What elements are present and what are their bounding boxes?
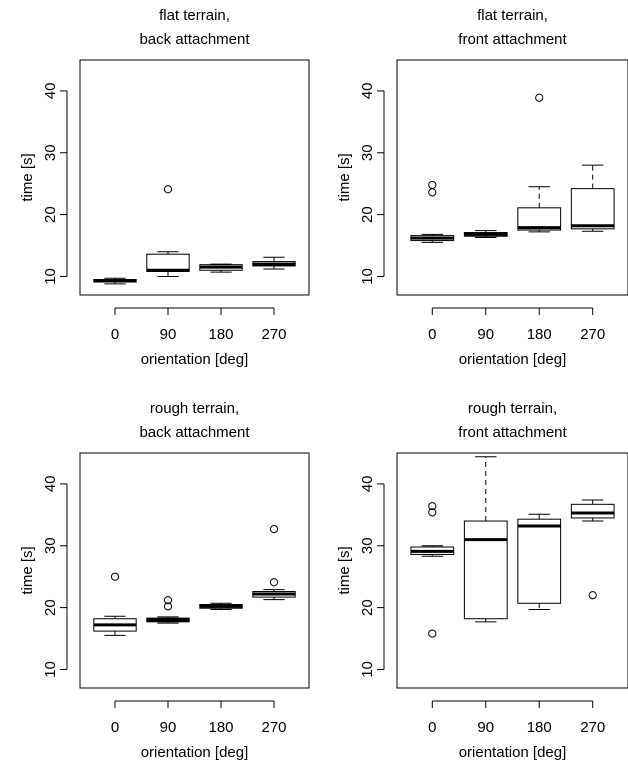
outlier-point bbox=[163, 596, 173, 605]
x-tick-label: 0 bbox=[428, 719, 436, 736]
chart-title-line-2: back attachment bbox=[139, 31, 250, 48]
chart-panel-4: rough terrain, front attachment 10 20 30 40 ti… bbox=[336, 400, 628, 761]
box-180 bbox=[199, 263, 243, 273]
y-tick-label: 30 bbox=[359, 537, 376, 554]
chart-panel-2: flat terrain, front attachment 10 20 30 40 tim… bbox=[336, 7, 628, 368]
box-90 bbox=[463, 456, 508, 623]
y-tick-label: 20 bbox=[359, 599, 376, 616]
x-axis-label: orientation [deg] bbox=[141, 744, 249, 761]
outlier-point bbox=[428, 629, 437, 638]
chart-title-line-1: flat terrain, bbox=[159, 7, 230, 24]
outlier-point bbox=[535, 93, 544, 102]
box-90 bbox=[463, 230, 508, 238]
x-tick-label: 180 bbox=[208, 719, 233, 736]
plot-frame bbox=[396, 452, 628, 689]
x-tick-label: 0 bbox=[428, 326, 436, 343]
x-tick-label: 270 bbox=[580, 326, 605, 343]
chart-title-line-2: back attachment bbox=[139, 424, 250, 441]
outlier-point bbox=[428, 180, 437, 190]
chart-panel-3: rough terrain, back attachment 10 20 30 40 tim… bbox=[19, 400, 310, 761]
plot-frame bbox=[79, 59, 310, 296]
y-tick-label: 10 bbox=[359, 268, 376, 285]
box-rect bbox=[517, 518, 562, 604]
y-tick-label: 10 bbox=[42, 268, 59, 285]
x-tick-label: 180 bbox=[527, 326, 552, 343]
x-tick-label: 90 bbox=[160, 719, 177, 736]
box-rect bbox=[570, 503, 615, 519]
outlier-point bbox=[588, 591, 597, 600]
x-axis-label: orientation [deg] bbox=[459, 351, 567, 368]
outlier-point bbox=[428, 508, 437, 517]
outlier-point bbox=[428, 188, 437, 197]
y-tick-label: 30 bbox=[359, 144, 376, 161]
y-tick-label: 20 bbox=[359, 206, 376, 223]
y-tick-label: 40 bbox=[359, 476, 376, 493]
chart-title-line-1: rough terrain, bbox=[468, 400, 557, 417]
y-tick-label: 10 bbox=[359, 661, 376, 678]
x-axis-label: orientation [deg] bbox=[141, 351, 249, 368]
outlier-point bbox=[163, 185, 173, 194]
chart-title-line-2: front attachment bbox=[458, 424, 567, 441]
box-rect bbox=[463, 520, 508, 620]
y-tick-label: 40 bbox=[42, 83, 59, 100]
y-axis-label: time [s] bbox=[336, 546, 353, 594]
box-rect bbox=[517, 207, 562, 231]
plot-frame bbox=[79, 452, 310, 689]
x-tick-label: 90 bbox=[160, 326, 177, 343]
box-270 bbox=[570, 164, 615, 232]
box-90 bbox=[146, 185, 190, 277]
y-tick-label: 10 bbox=[42, 661, 59, 678]
chart-panel-1: flat terrain, back attachment 10 20 30 40 time… bbox=[19, 7, 310, 368]
y-tick-label: 40 bbox=[359, 83, 376, 100]
x-tick-label: 90 bbox=[477, 326, 494, 343]
y-tick-label: 40 bbox=[42, 476, 59, 493]
x-tick-label: 270 bbox=[261, 719, 286, 736]
y-axis-label: time [s] bbox=[19, 153, 36, 201]
x-tick-label: 180 bbox=[527, 719, 552, 736]
box-180 bbox=[517, 93, 562, 233]
y-tick-label: 30 bbox=[42, 144, 59, 161]
outlier-point bbox=[110, 572, 120, 581]
y-tick-label: 30 bbox=[42, 537, 59, 554]
y-axis-label: time [s] bbox=[336, 153, 353, 201]
box-0 bbox=[93, 572, 137, 636]
box-270 bbox=[252, 256, 296, 270]
box-270 bbox=[252, 524, 296, 601]
outlier-point bbox=[428, 502, 437, 511]
box-0 bbox=[410, 180, 455, 243]
chart-title-line-1: flat terrain, bbox=[477, 7, 548, 24]
plot-frame bbox=[396, 59, 628, 296]
box-90 bbox=[146, 596, 190, 624]
x-tick-label: 270 bbox=[580, 719, 605, 736]
chart-title-line-2: front attachment bbox=[458, 31, 567, 48]
chart-title-line-1: rough terrain, bbox=[150, 400, 239, 417]
outlier-point bbox=[269, 578, 279, 587]
x-tick-label: 90 bbox=[477, 719, 494, 736]
y-tick-label: 20 bbox=[42, 206, 59, 223]
x-axis-label: orientation [deg] bbox=[459, 744, 567, 761]
box-rect bbox=[570, 188, 615, 230]
x-tick-label: 270 bbox=[261, 326, 286, 343]
box-270 bbox=[570, 499, 615, 600]
outlier-point bbox=[163, 602, 173, 611]
y-axis-label: time [s] bbox=[19, 546, 36, 594]
x-tick-label: 0 bbox=[111, 326, 119, 343]
y-tick-label: 20 bbox=[42, 599, 59, 616]
outlier-point bbox=[269, 524, 279, 534]
x-tick-label: 0 bbox=[111, 719, 119, 736]
box-180 bbox=[199, 602, 243, 610]
x-tick-label: 180 bbox=[208, 326, 233, 343]
box-0 bbox=[410, 502, 455, 638]
box-180 bbox=[517, 513, 562, 610]
box-0 bbox=[93, 277, 137, 285]
